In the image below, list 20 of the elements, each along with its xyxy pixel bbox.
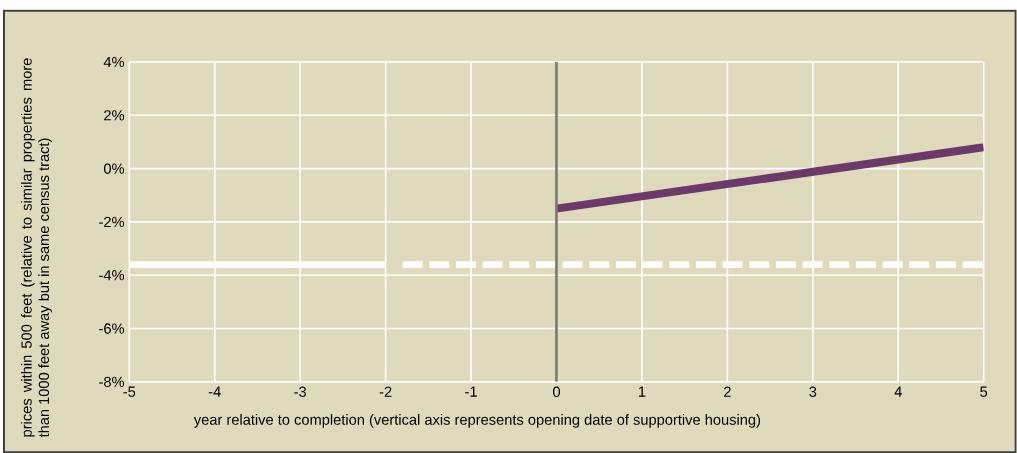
x-tick-label: -2 bbox=[379, 386, 392, 397]
x-tick-label: 2 bbox=[724, 386, 731, 397]
y-tick-label: -2% bbox=[99, 216, 125, 227]
x-axis-title: year relative to completion (vertical axis represents opening date of supportive housing) bbox=[193, 414, 761, 428]
y-tick-label: 4% bbox=[103, 56, 125, 68]
y-tick-label: 2% bbox=[104, 110, 125, 121]
x-tick-label: -3 bbox=[294, 386, 307, 397]
x-tick-label: 0 bbox=[552, 386, 560, 397]
x-tick-label: 3 bbox=[809, 386, 817, 397]
x-tick-label: -1 bbox=[465, 386, 477, 397]
x-tick-label: 5 bbox=[980, 386, 988, 397]
x-tick-label: 1 bbox=[638, 386, 646, 397]
y-tick-label: -4% bbox=[99, 270, 125, 281]
x-tick-label: -5 bbox=[123, 386, 136, 397]
x-tick-label: -4 bbox=[208, 386, 221, 397]
y-tick-label: -8% bbox=[99, 376, 125, 387]
y-tick-label: 0% bbox=[103, 163, 125, 174]
y-axis-title: prices within 500 feet (relative to similar properties more than 1000 feet away but in same census tract) bbox=[20, 58, 52, 438]
x-tick-label: 4 bbox=[894, 386, 902, 397]
y-tick-label: -6% bbox=[99, 323, 125, 334]
